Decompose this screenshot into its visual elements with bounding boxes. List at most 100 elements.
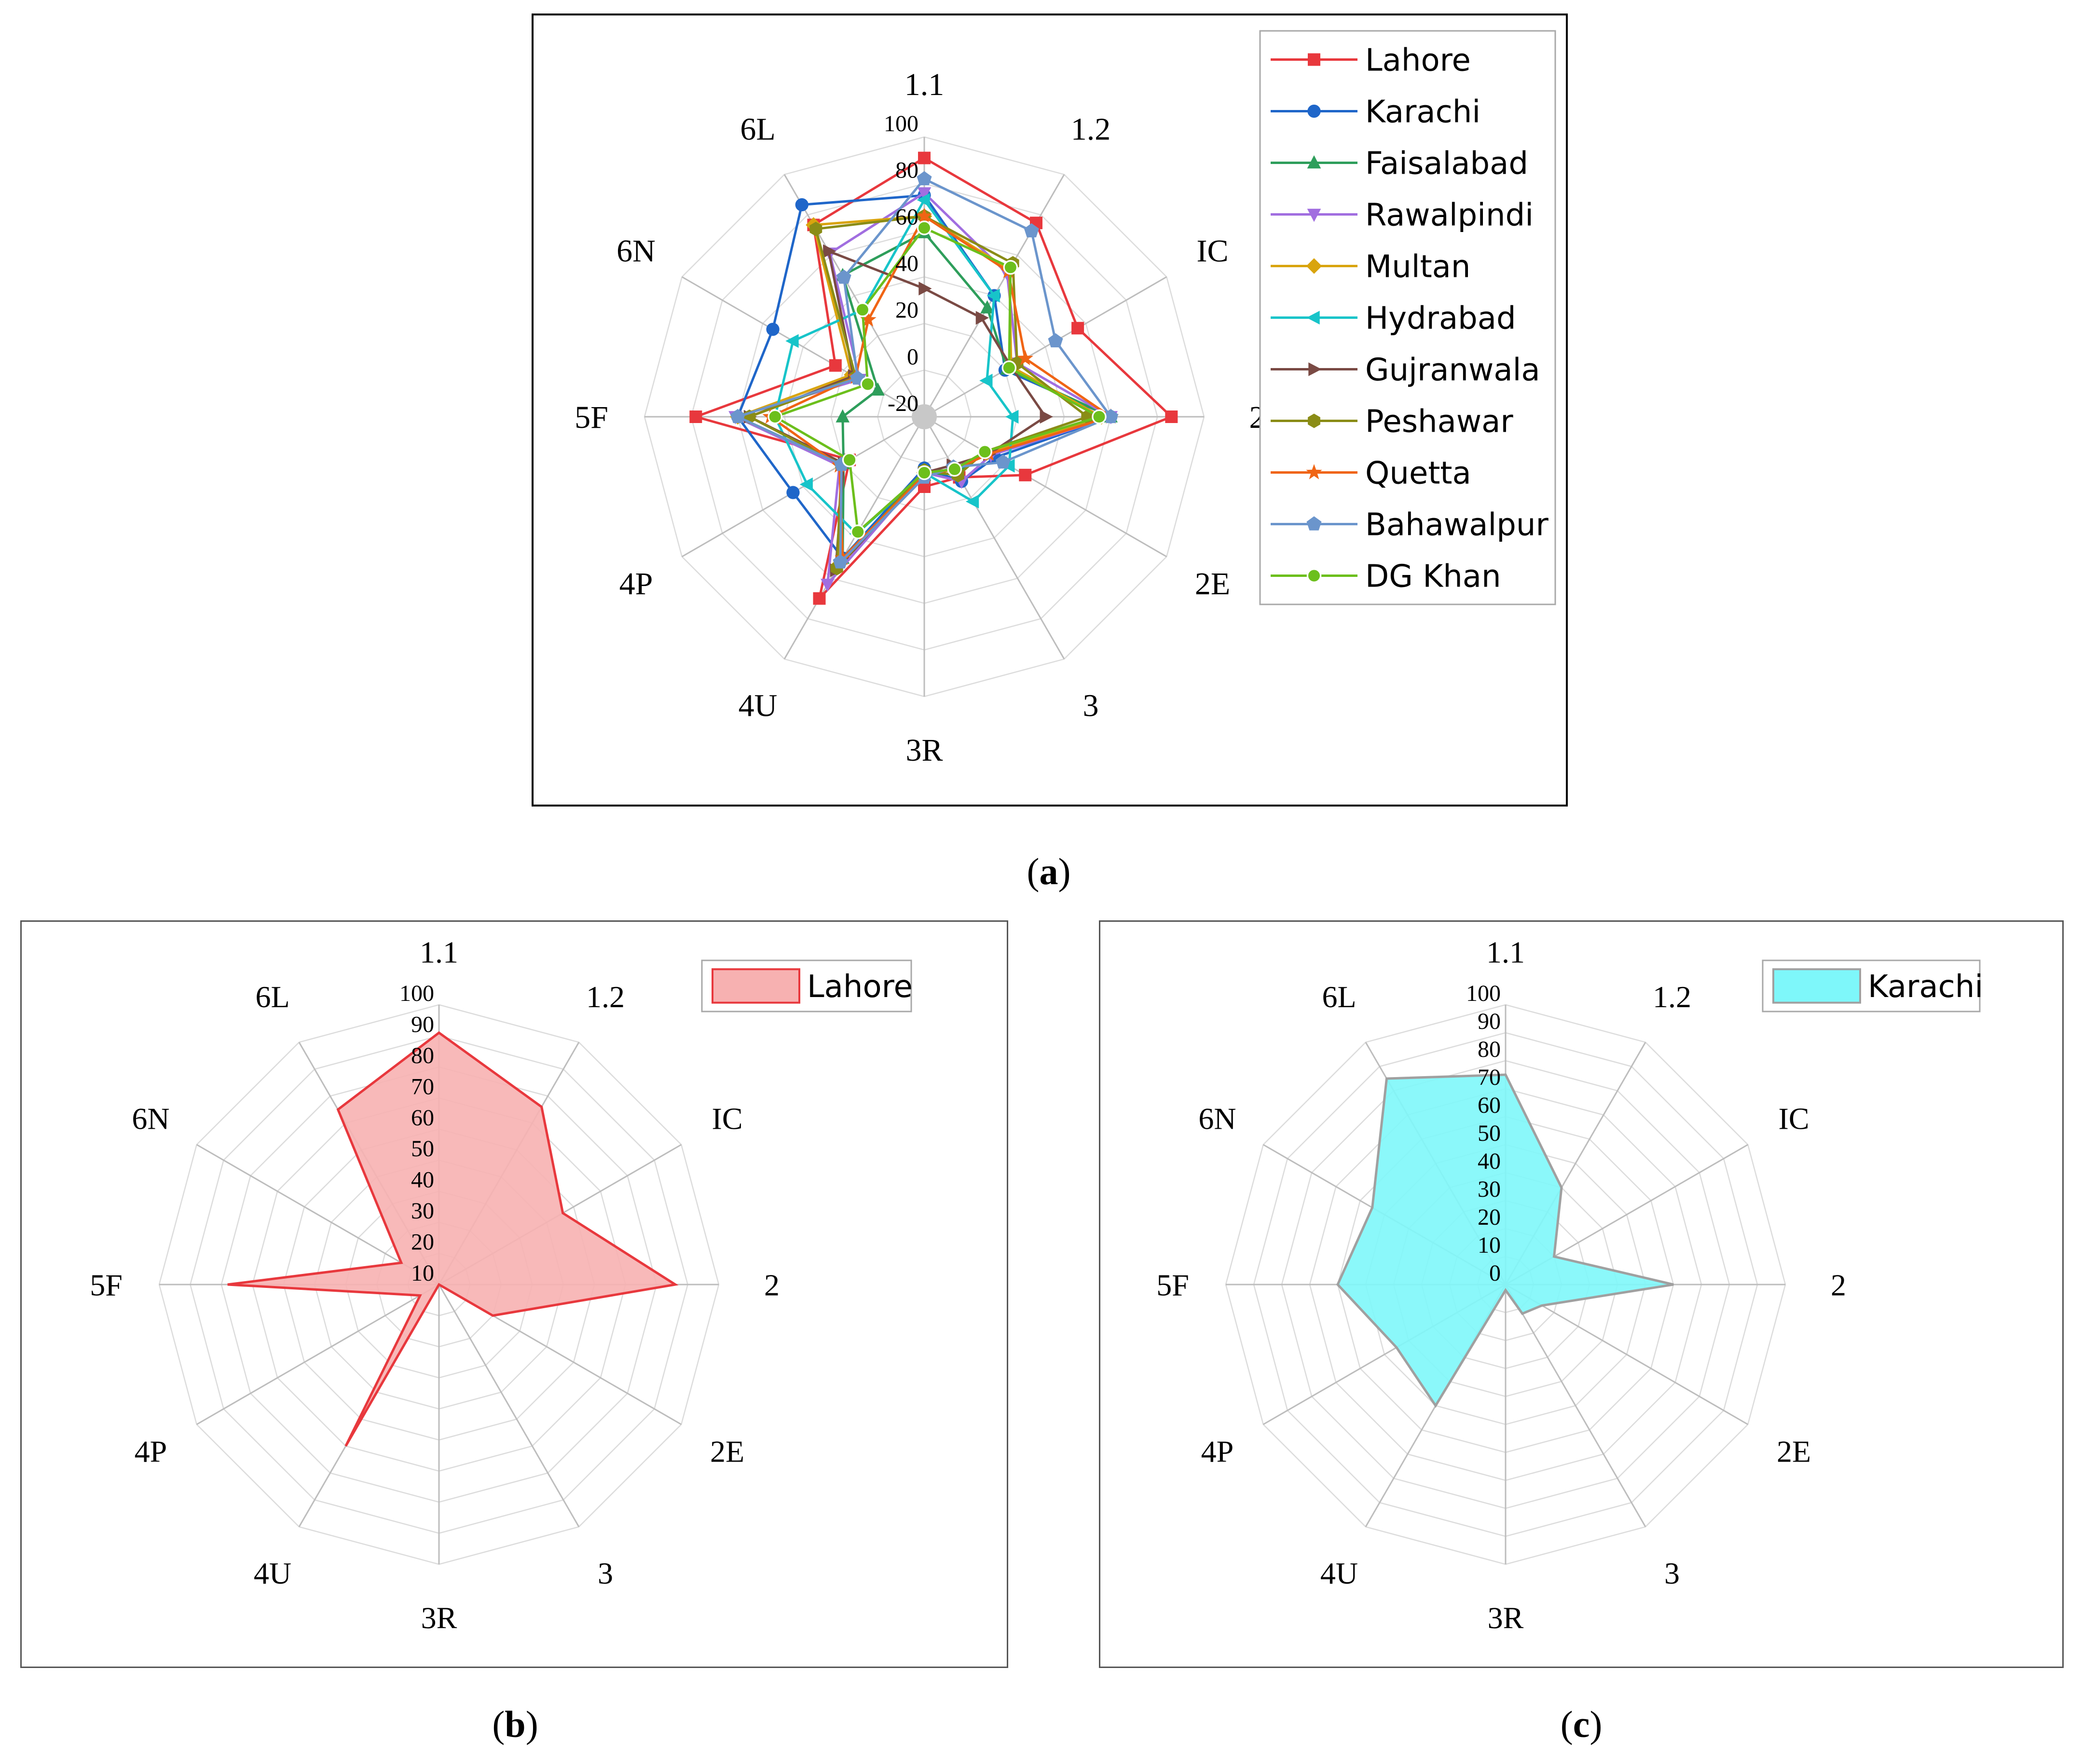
caption-c: (c) [1560, 1703, 1603, 1745]
caption-a-letter: a [1039, 850, 1058, 892]
legend: Lahore [701, 959, 913, 1012]
point-gujranwala-1-2 [975, 311, 989, 325]
series-line-multan [736, 215, 1103, 566]
spoke-6n [681, 276, 925, 418]
category-label-2: 2 [764, 1268, 780, 1302]
radar-chart-b: 10 20 30 40 50 60 70 80 90 100 1.1 1.2 IC 2 2E 3 3R 4U 4P 5… [90, 935, 913, 1635]
legend-label-dg-khan: DG Khan [1365, 559, 1501, 595]
tick-label-3: 40 [895, 251, 918, 276]
legend-item-dg-khan: DG Khan [1271, 559, 1501, 595]
spoke-6n [196, 1144, 439, 1285]
point-lahore-ic [1071, 322, 1084, 335]
tick-label-5: 80 [895, 158, 918, 183]
point-dg-khan-1-1 [917, 220, 932, 235]
legend-label-hydrabad: Hydrabad [1365, 301, 1516, 337]
spoke-3 [923, 416, 1065, 660]
radar-chart-b-frame: 10 20 30 40 50 60 70 80 90 100 1.1 1.2 IC 2 2E 3 3R 4U 4P 5… [20, 920, 1008, 1668]
tick-label-9: 90 [1478, 1009, 1501, 1034]
series-area-karachi [1336, 1073, 1674, 1408]
point-dg-khan-5f [767, 409, 782, 424]
category-label-5f: 5F [575, 400, 608, 435]
point-bahawalpur-4u [833, 554, 848, 569]
category-label-ic: IC [712, 1101, 743, 1135]
point-dg-khan-4u [850, 524, 865, 539]
category-label-3: 3 [1664, 1556, 1680, 1590]
legend-label-karachi: Karachi [1868, 969, 1983, 1005]
legend-item-faisalabad: Faisalabad [1271, 146, 1528, 182]
point-rawalpindi-4u [821, 578, 835, 592]
tick-label-0: 0 [1489, 1260, 1501, 1286]
legend-marker-dg-khan [1306, 568, 1322, 583]
legend-item-rawalpindi: Rawalpindi [1271, 198, 1534, 233]
legend-marker-faisalabad [1307, 155, 1321, 169]
series-line-dg-khan [774, 227, 1100, 533]
category-label-4u: 4U [254, 1556, 291, 1590]
legend-marker-bahawalpur [1306, 516, 1322, 531]
legend-item-karachi: Karachi [1271, 95, 1480, 130]
category-label-ic: IC [1197, 233, 1229, 269]
tick-label-9: 100 [399, 981, 434, 1006]
series-rawalpindi [728, 187, 1118, 592]
category-label-3: 3 [598, 1556, 613, 1590]
category-label-6l: 6L [255, 980, 289, 1014]
category-label-5f: 5F [1156, 1268, 1189, 1302]
point-dg-khan-4p [842, 452, 857, 467]
radar-chart-a: -200204060801001.11.2IC22E33R4U4P5F6N6LL… [575, 30, 1556, 768]
point-dg-khan-ic [1001, 360, 1017, 375]
tick-label-1: 0 [907, 344, 918, 369]
category-label-3: 3 [1083, 688, 1099, 724]
legend: Karachi [1762, 959, 1983, 1012]
point-dg-khan-1-2 [1003, 260, 1018, 275]
legend-marker-gujranwala [1308, 362, 1322, 376]
point-dg-khan-2e [977, 444, 992, 459]
category-label-1-1: 1.1 [1486, 935, 1525, 969]
legend-marker-multan [1306, 258, 1322, 274]
tick-label-4: 40 [1478, 1149, 1501, 1174]
point-hydrabad-1-1 [917, 193, 930, 207]
caption-b: (b) [492, 1703, 538, 1745]
spoke-2e [924, 416, 1167, 558]
category-label-6l: 6L [1322, 980, 1356, 1014]
legend-marker-quetta [1306, 464, 1322, 479]
legend-marker-peshawar [1308, 413, 1320, 428]
series-lahore [227, 1031, 679, 1447]
point-lahore-6n [829, 359, 842, 372]
tick-label-6: 60 [1478, 1093, 1501, 1118]
point-dg-khan-2 [1092, 409, 1107, 424]
point-bahawalpur-1-2 [1024, 223, 1039, 238]
legend-label-lahore: Lahore [807, 969, 913, 1005]
series-lahore [689, 151, 1178, 605]
tick-label-0: -20 [888, 391, 918, 416]
tick-label-8: 90 [411, 1012, 434, 1037]
point-quetta-1-1 [916, 207, 932, 223]
tick-label-1: 20 [411, 1230, 434, 1255]
tick-label-2: 30 [411, 1198, 434, 1224]
legend-marker-rawalpindi [1307, 208, 1321, 222]
category-label-6l: 6L [740, 112, 775, 147]
tick-label-0: 10 [411, 1260, 434, 1286]
category-label-1-2: 1.2 [586, 980, 625, 1014]
point-bahawalpur-5f [730, 409, 745, 424]
legend-item-lahore: Lahore [1271, 43, 1471, 79]
tick-labels: -20 0 20 40 60 80 100 [884, 111, 918, 416]
legend-label-gujranwala: Gujranwala [1365, 353, 1540, 388]
radar-chart-a-frame: -20 0 20 40 60 80 100 1.1 1.2 IC 2 2E 3 3R 4U 4P 5F 6N 6L L… [532, 14, 1568, 807]
series-quetta [762, 207, 1119, 565]
category-label-2e: 2E [1777, 1434, 1811, 1468]
series-dg-khan [767, 220, 1107, 539]
legend-label-multan: Multan [1365, 249, 1470, 285]
category-label-2: 2 [1831, 1268, 1846, 1302]
legend-marker-lahore [1308, 53, 1320, 66]
tick-label-10: 100 [1466, 981, 1501, 1006]
category-label-4p: 4P [135, 1434, 167, 1468]
point-bahawalpur-2e [995, 454, 1011, 469]
point-lahore-1-1 [918, 151, 931, 164]
legend-item-hydrabad: Hydrabad [1271, 301, 1516, 337]
tick-label-4: 60 [895, 204, 918, 230]
point-hydrabad-2 [1005, 410, 1019, 424]
point-lahore-2e [1019, 468, 1032, 481]
tick-label-7: 80 [411, 1043, 434, 1068]
